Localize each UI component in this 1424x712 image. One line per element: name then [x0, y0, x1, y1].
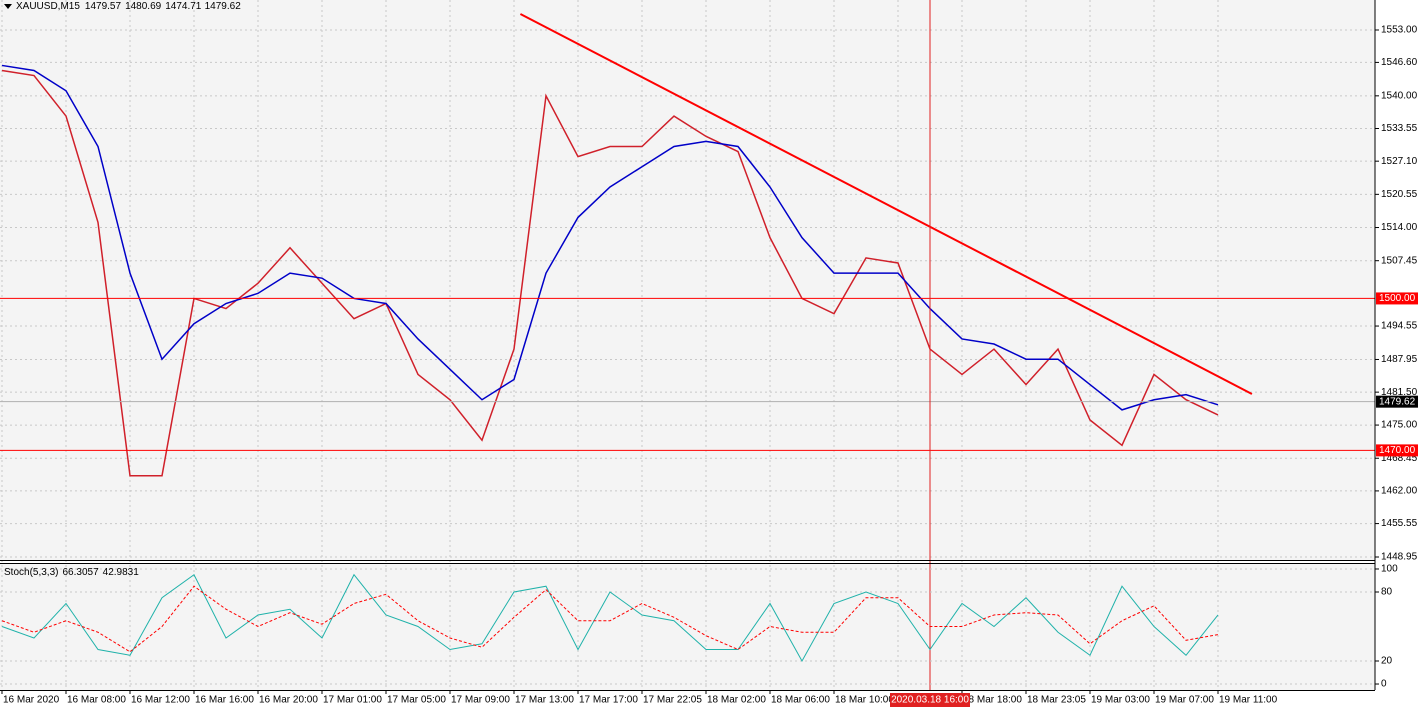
stoch-line: [1, 573, 1219, 663]
x-tick-label: 18 Mar 10:00: [835, 695, 894, 706]
menu-arrow[interactable]: [4, 4, 12, 9]
y-tick-label: 1527.10: [1381, 156, 1418, 167]
stoch-line: [1, 585, 1219, 653]
x-tick-label: 18 Mar 02:00: [707, 695, 766, 706]
y-tick-label: 1546.60: [1381, 57, 1418, 68]
price-line: [1, 69, 1219, 477]
close: 1479.62: [205, 1, 242, 12]
current-price-label: 1479.62: [1379, 396, 1416, 407]
crosshair-tag: [890, 693, 970, 707]
y-tick-label: 1533.55: [1381, 123, 1418, 134]
y-tick-label: 1487.95: [1381, 354, 1418, 365]
trendline: [519, 13, 1253, 395]
x-tick-label: 18 Mar 23:05: [1027, 695, 1086, 706]
x-tick-label: 17 Mar 01:00: [323, 695, 382, 706]
crosshair-label: 2020.03.18 16:00: [891, 695, 969, 706]
x-tick-label: 18 Mar 18:00: [963, 695, 1022, 706]
y-tick-label: 80: [1381, 587, 1393, 598]
x-tick-label: 19 Mar 07:00: [1155, 695, 1214, 706]
y-tick-label: 1455.55: [1381, 518, 1418, 529]
open: 1479.57: [85, 1, 122, 12]
x-tick-label: 19 Mar 11:00: [1219, 695, 1278, 706]
y-tick-label: 20: [1381, 656, 1393, 667]
stoch-title: Stoch(5,3,3): [4, 567, 58, 578]
y-tick-label: 1462.00: [1381, 486, 1418, 497]
y-tick-label: 1481.50: [1381, 387, 1418, 398]
x-tick-label: 17 Mar 13:00: [515, 695, 574, 706]
stoch-header: Stoch(5,3,3) 66.3057 42.9831: [4, 567, 139, 578]
low: 1474.71: [165, 1, 202, 12]
x-tick-label: 16 Mar 2020: [3, 695, 60, 706]
level-tag: [1376, 444, 1418, 457]
x-tick-label: 18 Mar 06:00: [771, 695, 830, 706]
y-tick-label: 1507.45: [1381, 255, 1418, 266]
x-tick-label: 17 Mar 22:05: [643, 695, 702, 706]
y-tick-label: 1514.00: [1381, 222, 1418, 233]
main-plot: [0, 0, 1375, 560]
level-label: 1470.00: [1379, 445, 1416, 456]
symbol-header: XAUUSD,M15 1479.57 1480.69 1474.71 1479.62: [16, 1, 241, 12]
stoch-signal: 42.9831: [103, 567, 140, 578]
x-tick-label: 17 Mar 05:00: [387, 695, 446, 706]
level-tag: [1376, 292, 1418, 305]
current-price-tag: [1376, 395, 1418, 408]
stoch-main: 66.3057: [62, 567, 99, 578]
price-line: [1, 64, 1219, 411]
y-tick-label: 1448.95: [1381, 552, 1418, 563]
y-tick-label: 0: [1381, 679, 1387, 690]
x-tick-label: 17 Mar 09:00: [451, 695, 510, 706]
x-tick-label: 16 Mar 16:00: [195, 695, 254, 706]
x-tick-label: 16 Mar 20:00: [259, 695, 318, 706]
y-tick-label: 1520.55: [1381, 189, 1418, 200]
level-label: 1500.00: [1379, 293, 1416, 304]
y-tick-label: 100: [1381, 564, 1398, 575]
y-tick-label: 1475.00: [1381, 420, 1418, 431]
symbol: XAUUSD,M15: [16, 1, 80, 12]
stoch-plot: [0, 563, 1375, 690]
x-tick-label: 17 Mar 17:00: [579, 695, 638, 706]
x-tick-label: 19 Mar 03:00: [1091, 695, 1150, 706]
y-tick-label: 1553.00: [1381, 25, 1418, 36]
x-tick-label: 16 Mar 08:00: [67, 695, 126, 706]
y-tick-label: 1468.45: [1381, 453, 1418, 464]
y-tick-label: 1540.00: [1381, 90, 1418, 101]
x-tick-label: 16 Mar 12:00: [131, 695, 190, 706]
high: 1480.69: [125, 1, 162, 12]
y-tick-label: 1494.55: [1381, 321, 1418, 332]
